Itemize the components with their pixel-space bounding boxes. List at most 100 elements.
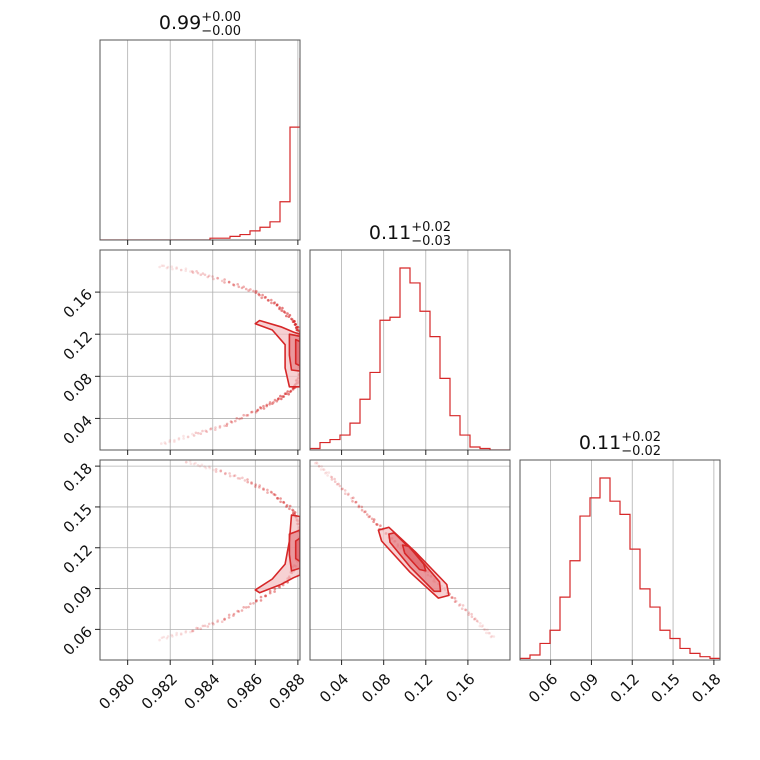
sample-point xyxy=(279,500,282,504)
sample-point xyxy=(225,422,229,426)
sample-point xyxy=(324,471,327,475)
sample-point xyxy=(319,468,323,471)
grid-lines xyxy=(310,460,510,660)
sample-point xyxy=(282,395,286,398)
sample-point xyxy=(479,622,482,625)
sample-point xyxy=(250,481,253,484)
x-tick-label-2-2: 0.12 xyxy=(607,670,643,706)
sample-point xyxy=(272,401,275,404)
sample-point xyxy=(290,317,293,321)
sample-point xyxy=(273,493,277,497)
sample-point xyxy=(220,620,224,623)
sample-point xyxy=(216,276,219,280)
sample-point xyxy=(236,283,239,286)
sample-point xyxy=(485,631,488,635)
sample-point xyxy=(242,413,245,417)
sample-point xyxy=(470,612,473,616)
x-tick-label-1-1: 0.08 xyxy=(358,670,394,706)
sample-point xyxy=(199,627,203,630)
sample-point xyxy=(200,463,204,467)
sample-point xyxy=(265,404,269,408)
sample-point xyxy=(201,429,204,433)
x-tick-label-1-2: 0.12 xyxy=(400,670,436,706)
sample-point xyxy=(258,484,262,487)
sample-point xyxy=(490,634,494,638)
sample-point xyxy=(166,265,170,269)
sample-point xyxy=(450,596,454,599)
sample-point xyxy=(272,493,276,496)
title-minus: −0.00 xyxy=(201,24,241,39)
sample-point xyxy=(266,488,269,492)
panel-frame xyxy=(309,249,511,451)
sample-point xyxy=(252,602,255,605)
sample-point xyxy=(262,488,265,491)
sample-point xyxy=(170,265,174,269)
histogram-2 xyxy=(520,477,720,660)
sample-point xyxy=(223,618,226,621)
sample-point xyxy=(275,399,279,403)
sample-point xyxy=(264,594,267,598)
sample-point xyxy=(211,275,214,278)
sample-point xyxy=(199,273,203,277)
sample-point xyxy=(175,633,178,637)
sample-point xyxy=(224,471,227,475)
sample-point xyxy=(227,616,231,619)
sample-point xyxy=(162,635,166,639)
sample-point xyxy=(285,314,288,318)
sample-point xyxy=(209,427,213,430)
sample-point xyxy=(168,440,171,444)
sample-point xyxy=(165,266,169,270)
sample-point xyxy=(263,296,267,299)
sample-point xyxy=(198,464,202,468)
sample-point xyxy=(259,595,263,599)
sample-point xyxy=(481,624,485,627)
param-title-2: 0.11+0.02 −0.02 xyxy=(579,430,661,459)
sample-point xyxy=(322,468,326,472)
sample-point xyxy=(458,603,462,606)
sample-point xyxy=(188,460,192,463)
sample-point xyxy=(480,625,484,628)
sample-point xyxy=(249,288,252,291)
sample-point xyxy=(370,517,374,521)
x-tick-label-0-3: 0.986 xyxy=(223,670,266,713)
sample-point xyxy=(191,629,195,633)
sample-point xyxy=(278,307,281,311)
sample-point xyxy=(292,511,295,515)
sample-point xyxy=(266,298,270,302)
sample-point xyxy=(229,420,233,423)
sample-point xyxy=(207,274,211,278)
sample-point xyxy=(179,633,183,636)
title-value: 0.11 xyxy=(369,222,411,244)
sample-point xyxy=(223,281,226,284)
sample-point xyxy=(175,631,178,635)
sample-point xyxy=(457,604,461,607)
sample-point xyxy=(257,292,261,296)
x-tick-label-0-1: 0.982 xyxy=(138,670,181,713)
sample-point xyxy=(473,618,476,621)
sample-point xyxy=(292,509,295,512)
sample-point xyxy=(296,328,299,332)
sample-point xyxy=(335,483,339,486)
sample-point xyxy=(160,264,164,268)
sample-point xyxy=(287,315,291,319)
sample-point xyxy=(179,268,183,272)
sample-point xyxy=(367,515,371,519)
sample-point xyxy=(268,589,272,593)
sample-point xyxy=(223,424,226,428)
sample-point xyxy=(279,394,282,398)
sample-point xyxy=(260,296,264,300)
sample-point xyxy=(489,635,493,639)
sample-point xyxy=(235,417,239,420)
sample-point xyxy=(476,620,480,624)
sample-point xyxy=(268,591,272,595)
sample-point xyxy=(293,320,296,323)
sample-point xyxy=(320,465,324,468)
sample-point xyxy=(171,635,174,638)
x-tick-label-0-4: 0.988 xyxy=(266,670,309,713)
sample-point xyxy=(285,504,289,507)
sample-point xyxy=(344,492,347,496)
sample-point xyxy=(212,622,215,626)
sample-point xyxy=(211,621,214,625)
sample-point xyxy=(244,287,248,291)
sample-point xyxy=(184,631,187,634)
